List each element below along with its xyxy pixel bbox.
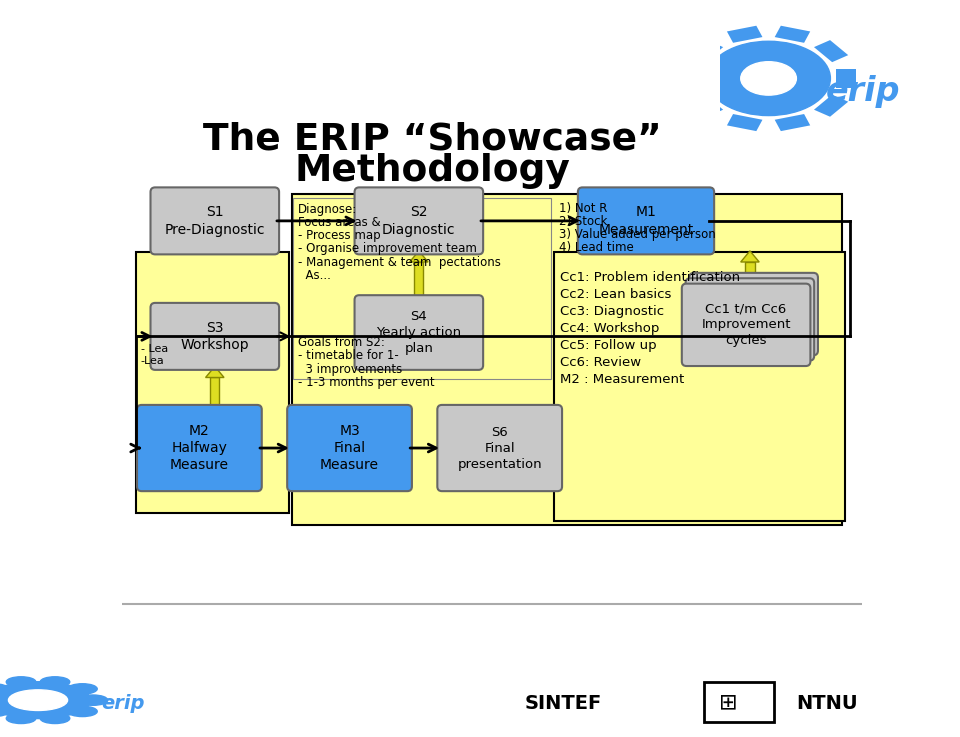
Text: Diagnose:: Diagnose:	[298, 203, 357, 216]
Text: - Management & team  pectations: - Management & team pectations	[298, 256, 501, 268]
Text: S3
Workshop: S3 Workshop	[180, 321, 249, 352]
Text: As...: As...	[298, 268, 331, 282]
Text: 3) Value added per person: 3) Value added per person	[559, 228, 716, 241]
Circle shape	[9, 690, 67, 710]
Text: Cc5: Follow up: Cc5: Follow up	[560, 339, 657, 352]
Text: erip: erip	[826, 75, 900, 108]
Circle shape	[40, 677, 70, 687]
FancyBboxPatch shape	[685, 279, 814, 360]
Text: 2) Stock: 2) Stock	[559, 214, 608, 228]
Bar	[814, 40, 849, 62]
Circle shape	[67, 684, 97, 694]
Text: M2 : Measurement: M2 : Measurement	[560, 373, 684, 385]
Polygon shape	[741, 251, 759, 262]
Circle shape	[707, 41, 830, 116]
Text: - Process map: - Process map	[298, 229, 380, 242]
Text: - timetable for 1-: - timetable for 1-	[298, 349, 398, 363]
Bar	[689, 40, 723, 62]
Text: M1
Measurement: M1 Measurement	[598, 205, 694, 237]
FancyBboxPatch shape	[287, 405, 412, 491]
Text: Cc6: Review: Cc6: Review	[560, 356, 641, 368]
Text: M3
Final
Measure: M3 Final Measure	[320, 424, 379, 472]
Text: S2
Diagnostic: S2 Diagnostic	[382, 205, 456, 237]
Text: Methodology: Methodology	[295, 153, 571, 189]
Circle shape	[67, 706, 97, 716]
Circle shape	[40, 713, 70, 724]
Circle shape	[7, 713, 36, 724]
Bar	[745, 262, 755, 284]
Text: Cc1: Problem identification: Cc1: Problem identification	[560, 271, 740, 284]
Text: S1
Pre-Diagnostic: S1 Pre-Diagnostic	[164, 205, 265, 237]
FancyBboxPatch shape	[578, 187, 714, 254]
Text: Cc4: Workshop: Cc4: Workshop	[560, 322, 660, 335]
Text: -Lea: -Lea	[141, 356, 164, 366]
FancyBboxPatch shape	[354, 296, 483, 370]
Text: ⊞: ⊞	[719, 694, 737, 714]
Bar	[414, 262, 423, 300]
Text: The ERIP “Showcase”: The ERIP “Showcase”	[204, 122, 662, 158]
Text: - Lea: - Lea	[141, 344, 168, 354]
FancyBboxPatch shape	[354, 187, 483, 254]
Bar	[836, 69, 855, 88]
FancyBboxPatch shape	[682, 284, 810, 366]
FancyBboxPatch shape	[137, 405, 262, 491]
Text: Cc2: Lean basics: Cc2: Lean basics	[560, 288, 671, 301]
Bar	[775, 26, 810, 43]
FancyBboxPatch shape	[689, 273, 818, 355]
Text: M2
Halfway
Measure: M2 Halfway Measure	[170, 424, 228, 472]
Bar	[210, 377, 220, 408]
Text: - 1-3 months per event: - 1-3 months per event	[298, 376, 435, 388]
Bar	[814, 94, 849, 116]
Circle shape	[0, 706, 9, 716]
Text: S6
Final
presentation: S6 Final presentation	[457, 425, 542, 470]
Polygon shape	[410, 251, 428, 262]
Text: 4) Lead time: 4) Lead time	[559, 241, 634, 254]
Bar	[136, 251, 289, 514]
Text: 1) Not R: 1) Not R	[559, 202, 608, 214]
Circle shape	[0, 682, 91, 719]
Polygon shape	[205, 366, 224, 377]
Circle shape	[78, 695, 108, 705]
Text: SINTEF: SINTEF	[524, 694, 602, 713]
Bar	[294, 198, 551, 379]
Text: Cc1 t/m Cc6
Improvement
cycles: Cc1 t/m Cc6 Improvement cycles	[702, 302, 791, 347]
Bar	[689, 94, 723, 116]
Bar	[727, 26, 762, 43]
Text: Focus areas &: Focus areas &	[298, 216, 380, 229]
FancyBboxPatch shape	[151, 187, 279, 254]
Text: Cc3: Diagnostic: Cc3: Diagnostic	[560, 305, 664, 318]
Bar	[682, 69, 701, 88]
Text: - Organise improvement team: - Organise improvement team	[298, 242, 477, 256]
Circle shape	[0, 684, 9, 694]
Circle shape	[7, 677, 36, 687]
Text: S4
Yearly action
plan: S4 Yearly action plan	[376, 310, 462, 355]
Bar	[727, 114, 762, 131]
Bar	[292, 194, 842, 525]
FancyBboxPatch shape	[151, 303, 279, 370]
Bar	[554, 251, 845, 521]
Text: NTNU: NTNU	[796, 694, 857, 713]
Circle shape	[741, 62, 797, 95]
Text: Goals from S2:: Goals from S2:	[298, 336, 385, 349]
Bar	[775, 114, 810, 131]
Text: erip: erip	[102, 694, 145, 713]
Text: 3 improvements: 3 improvements	[298, 363, 402, 376]
FancyBboxPatch shape	[438, 405, 562, 491]
